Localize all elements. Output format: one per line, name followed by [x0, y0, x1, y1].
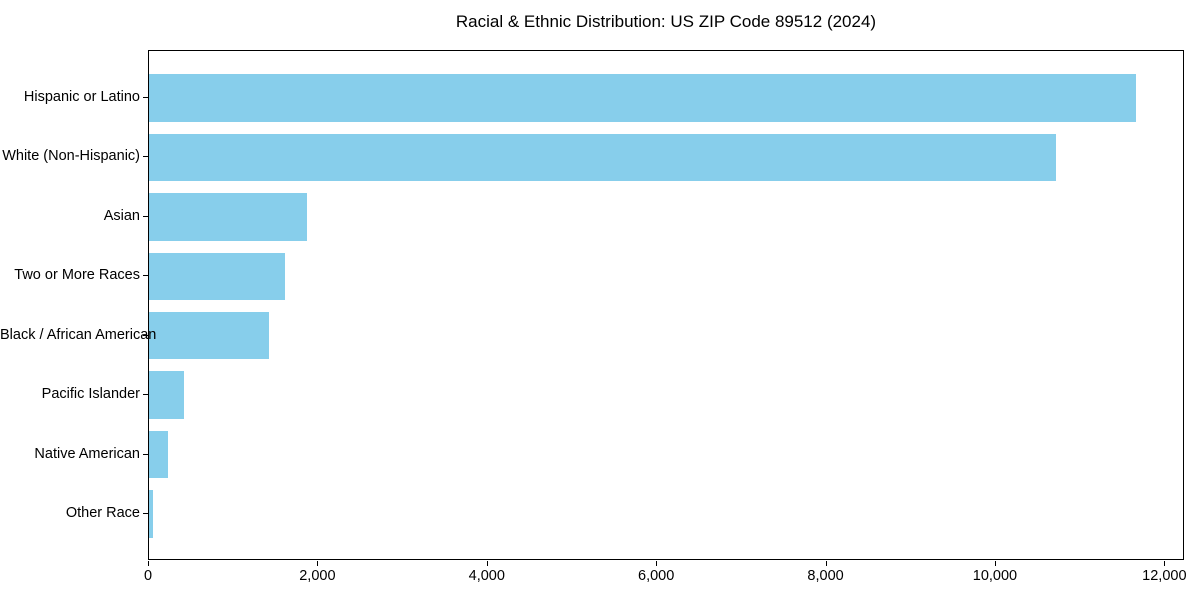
- y-tick-label-pacific-islander: Pacific Islander: [41, 386, 140, 403]
- bar-black-african-american: [149, 311, 270, 360]
- y-tick-label-asian: Asian: [103, 207, 140, 224]
- bar-hispanic-or-latino: [149, 74, 1136, 122]
- x-tick-mark: [148, 561, 149, 566]
- x-tick-label-2000: 2,000: [299, 568, 336, 584]
- bar-white-non-hispanic: [149, 133, 1057, 182]
- x-tick-label-4000: 4,000: [468, 568, 505, 584]
- x-tick-mark: [486, 561, 488, 566]
- x-tick-mark: [1164, 561, 1166, 566]
- chart-title: Racial & Ethnic Distribution: US ZIP Cod…: [455, 12, 877, 31]
- x-tick-mark: [317, 561, 319, 566]
- x-tick-label-0: 0: [143, 568, 153, 584]
- plot-area: [148, 50, 1184, 560]
- x-tick-label-12000: 12,000: [1142, 568, 1187, 584]
- y-tick-label-native-american: Native American: [34, 445, 140, 462]
- y-tick-label-two-or-more-races: Two or More Races: [14, 267, 140, 284]
- y-tick-label-white-non-hispanic: White (Non-Hispanic): [2, 148, 140, 165]
- x-tick-label-8000: 8,000: [807, 568, 844, 584]
- x-tick-label-6000: 6,000: [638, 568, 675, 584]
- bar-other-race: [149, 490, 154, 538]
- bar-two-or-more-races: [149, 252, 286, 301]
- y-tick-label-other-race: Other Race: [65, 505, 140, 522]
- x-tick-mark: [656, 561, 658, 566]
- bar-pacific-islander: [149, 371, 185, 419]
- y-tick-label-black-african-american: Black / African American: [0, 326, 157, 343]
- bar-native-american: [149, 430, 168, 479]
- x-tick-label-10000: 10,000: [972, 568, 1018, 584]
- x-tick-mark: [994, 561, 996, 566]
- y-tick-label-hispanic-or-latino: Hispanic or Latino: [23, 88, 140, 105]
- x-tick-mark: [825, 561, 827, 566]
- bar-asian: [149, 193, 308, 241]
